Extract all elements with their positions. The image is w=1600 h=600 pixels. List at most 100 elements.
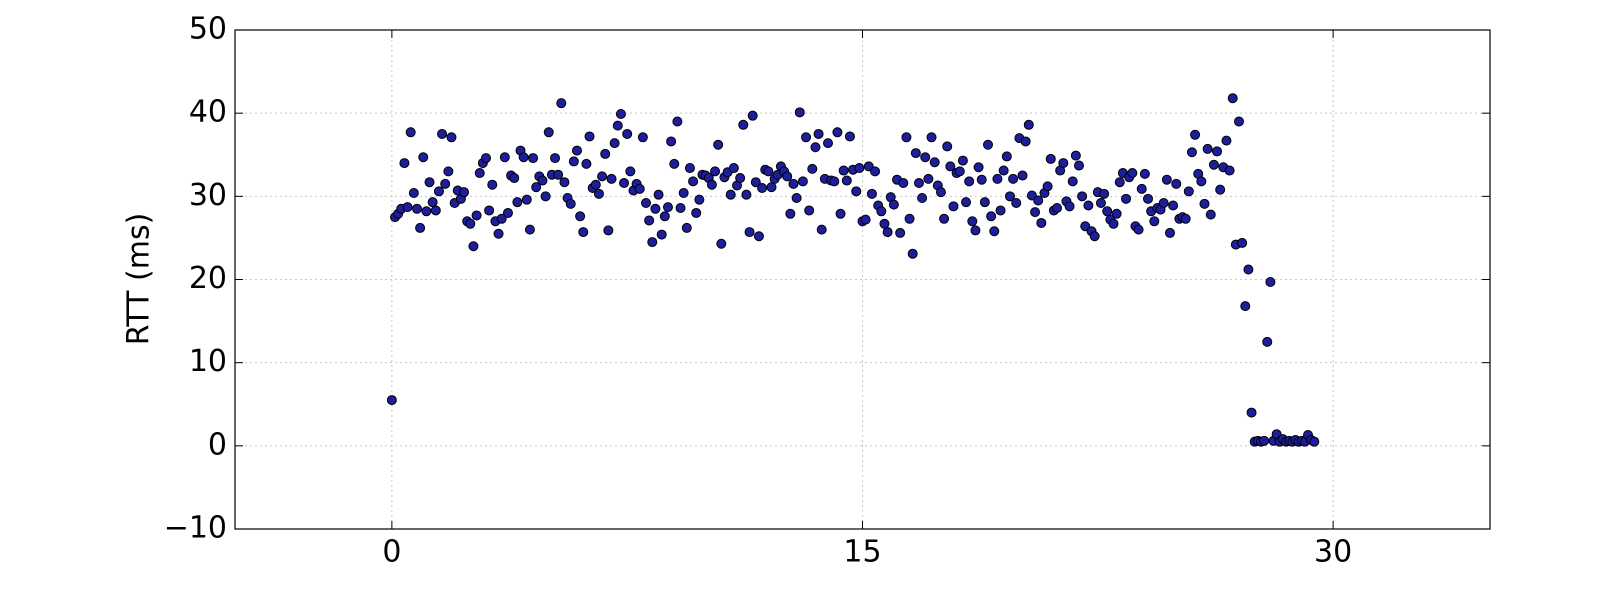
point (844, 131, 855, 142)
point (791, 192, 802, 203)
point (474, 168, 485, 179)
point (565, 198, 576, 209)
point (804, 205, 815, 216)
point (744, 227, 755, 238)
point (1215, 184, 1226, 195)
point (929, 157, 940, 168)
point (647, 237, 658, 248)
point (801, 132, 812, 143)
point (1017, 170, 1028, 181)
point (835, 208, 846, 219)
point (1227, 93, 1238, 104)
point (1099, 188, 1110, 199)
point (954, 166, 965, 177)
point (1089, 231, 1100, 242)
y-axis-label: RTT (ms) (122, 213, 157, 346)
point (437, 128, 448, 139)
y-tick-label: 20 (189, 261, 227, 296)
point (681, 222, 692, 233)
point (964, 176, 975, 187)
point (735, 173, 746, 184)
point (782, 171, 793, 182)
point (725, 189, 736, 200)
point (637, 132, 648, 143)
point (970, 225, 981, 236)
point (973, 162, 984, 173)
point (832, 127, 843, 138)
point (606, 173, 617, 184)
point (866, 188, 877, 199)
point (854, 163, 865, 174)
point (543, 127, 554, 138)
point (1020, 136, 1031, 147)
point (678, 188, 689, 199)
point (468, 241, 479, 252)
point (644, 215, 655, 226)
point (879, 218, 890, 229)
point (989, 226, 1000, 237)
point (1243, 264, 1254, 275)
point (656, 229, 667, 240)
point (471, 210, 482, 221)
point (851, 186, 862, 197)
point (706, 179, 717, 190)
point (876, 206, 887, 217)
point (913, 178, 924, 189)
grid (235, 29, 1490, 530)
point (1161, 174, 1172, 185)
point (1011, 197, 1022, 208)
point (653, 189, 664, 200)
point (537, 175, 548, 186)
point (1143, 193, 1154, 204)
point (1064, 201, 1075, 212)
point (1008, 173, 1019, 184)
point (1164, 227, 1175, 238)
point (427, 197, 438, 208)
point (581, 158, 592, 169)
point (694, 194, 705, 205)
point (1240, 301, 1251, 312)
point (666, 136, 677, 147)
point (1158, 197, 1169, 208)
point (402, 202, 413, 213)
point (518, 152, 529, 163)
point (625, 166, 636, 177)
point (1001, 151, 1012, 162)
point (597, 171, 608, 182)
point (810, 142, 821, 153)
point (399, 158, 410, 169)
point (1077, 191, 1088, 202)
point (684, 163, 695, 174)
point (659, 211, 670, 222)
point (484, 205, 495, 216)
point (609, 138, 620, 149)
point (822, 138, 833, 149)
x-tick-label: 0 (382, 535, 401, 570)
point (1183, 186, 1194, 197)
point (1073, 160, 1084, 171)
point (841, 175, 852, 186)
point (415, 222, 426, 233)
point (741, 189, 752, 200)
point (465, 218, 476, 229)
point (1246, 407, 1257, 418)
point (1042, 181, 1053, 192)
point (662, 202, 673, 213)
point (1180, 213, 1191, 224)
point (430, 205, 441, 216)
point (713, 139, 724, 150)
point (600, 148, 611, 159)
point (634, 183, 645, 194)
point (408, 188, 419, 199)
point (813, 128, 824, 139)
point (763, 166, 774, 177)
point (992, 173, 1003, 184)
point (910, 148, 921, 159)
point (1121, 193, 1132, 204)
point (1095, 197, 1106, 208)
point (1023, 119, 1034, 130)
point (619, 178, 630, 189)
point (1083, 200, 1094, 211)
point (995, 205, 1006, 216)
point (421, 206, 432, 217)
